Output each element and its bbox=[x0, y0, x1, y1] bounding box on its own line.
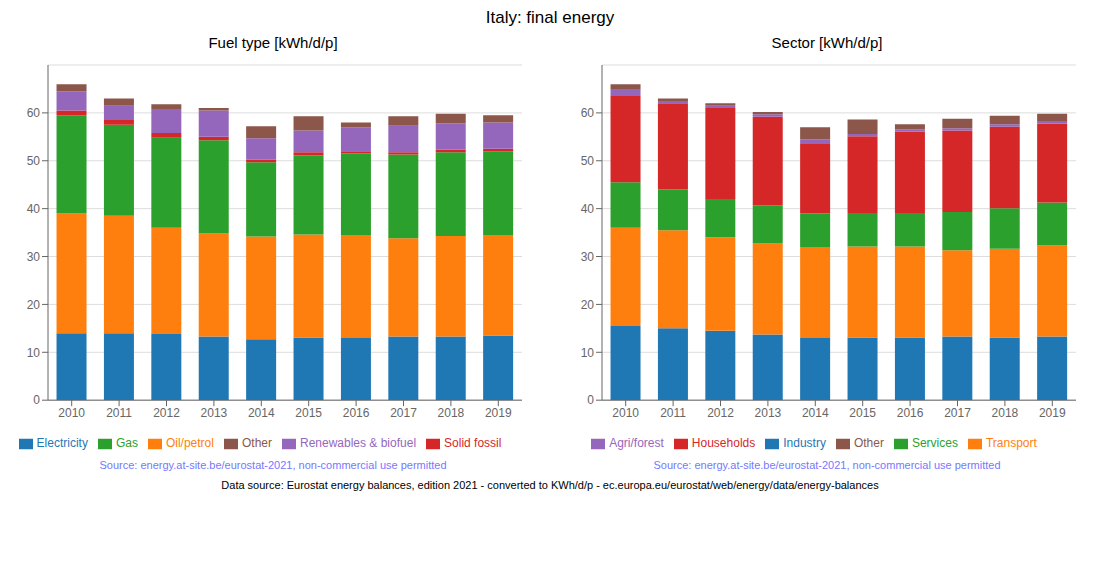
svg-text:2010: 2010 bbox=[612, 406, 639, 420]
svg-text:20: 20 bbox=[581, 298, 595, 312]
html-text:Italy: final energy: Italy: final energy bbox=[485, 8, 615, 27]
svg-text:2015: 2015 bbox=[295, 406, 322, 420]
svg-text:30: 30 bbox=[581, 250, 595, 264]
svg-text:2012: 2012 bbox=[707, 406, 734, 420]
svg-text:2014: 2014 bbox=[248, 406, 275, 420]
svg-text:2011: 2011 bbox=[660, 406, 686, 420]
svg-text:10: 10 bbox=[27, 346, 41, 360]
svg-text:2018: 2018 bbox=[992, 406, 1019, 420]
svg-text:2019: 2019 bbox=[485, 406, 512, 420]
svg-text:60: 60 bbox=[27, 106, 41, 120]
svg-text:2010: 2010 bbox=[58, 406, 85, 420]
svg-text:2017: 2017 bbox=[390, 406, 417, 420]
svg-text:0: 0 bbox=[33, 393, 40, 407]
svg-text:2012: 2012 bbox=[153, 406, 180, 420]
svg-text:10: 10 bbox=[581, 346, 595, 360]
svg-text:2014: 2014 bbox=[802, 406, 829, 420]
html-text:Source: energy.at-site.be/euro: Source: energy.at-site.be/eurostat-2021,… bbox=[99, 459, 447, 471]
svg-text:60: 60 bbox=[581, 106, 595, 120]
html-text:Data source: Eurostat energy b: Data source: Eurostat energy balances, e… bbox=[221, 479, 879, 491]
html-text:Sector [kWh/d/p]: Sector [kWh/d/p] bbox=[771, 34, 883, 51]
html-text:Fuel type [kWh/d/p]: Fuel type [kWh/d/p] bbox=[208, 34, 338, 51]
svg-text:2017: 2017 bbox=[944, 406, 971, 420]
html-text:Households: Households bbox=[691, 436, 756, 451]
html-text:Services: Services bbox=[911, 436, 958, 451]
svg-text:2013: 2013 bbox=[755, 406, 782, 420]
html-text:Renewables & biofuel: Renewables & biofuel bbox=[300, 436, 417, 451]
html-text:Gas: Gas bbox=[115, 436, 138, 451]
svg-text:2013: 2013 bbox=[201, 406, 228, 420]
html-text:Electricity: Electricity bbox=[36, 436, 88, 451]
svg-text:30: 30 bbox=[27, 250, 41, 264]
svg-text:50: 50 bbox=[581, 154, 595, 168]
html-text:Oil/petrol: Oil/petrol bbox=[165, 436, 214, 451]
svg-text:2015: 2015 bbox=[849, 406, 876, 420]
html-text:Other: Other bbox=[242, 436, 272, 451]
svg-text:40: 40 bbox=[27, 202, 41, 216]
svg-text:2011: 2011 bbox=[106, 406, 132, 420]
svg-text:2016: 2016 bbox=[343, 406, 370, 420]
html-text:Industry: Industry bbox=[783, 436, 826, 451]
svg-text:2016: 2016 bbox=[897, 406, 924, 420]
svg-text:0: 0 bbox=[587, 393, 594, 407]
html-text:Other: Other bbox=[853, 436, 884, 451]
svg-text:20: 20 bbox=[27, 298, 41, 312]
html-text:Transport: Transport bbox=[985, 436, 1037, 451]
html-text:Agri/forest: Agri/forest bbox=[609, 436, 664, 451]
svg-text:2019: 2019 bbox=[1039, 406, 1066, 420]
html-text:Source: energy.at-site.be/euro: Source: energy.at-site.be/eurostat-2021,… bbox=[653, 459, 1001, 471]
svg-text:50: 50 bbox=[27, 154, 41, 168]
svg-text:40: 40 bbox=[581, 202, 595, 216]
svg-text:2018: 2018 bbox=[438, 406, 465, 420]
html-text:Solid fossil: Solid fossil bbox=[444, 436, 502, 451]
